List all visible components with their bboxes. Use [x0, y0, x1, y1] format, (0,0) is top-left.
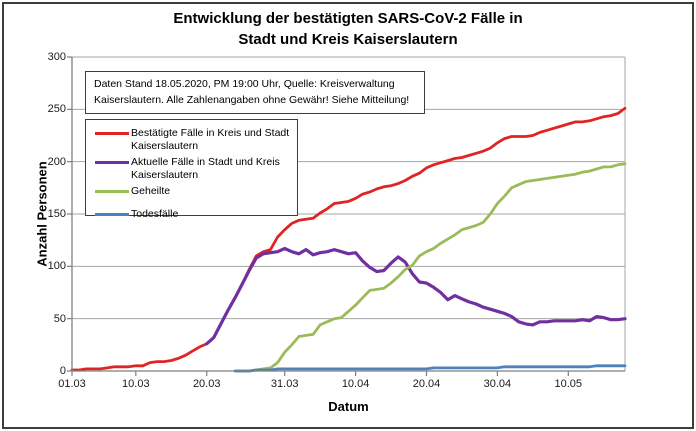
legend-label: Bestätigte Fälle in Kreis und Stadt Kais…	[131, 127, 290, 152]
x-axis-title: Datum	[328, 399, 369, 414]
legend-item-todesfaelle: Todesfälle	[95, 208, 297, 221]
legend-label: Geheilte	[131, 185, 171, 198]
data-status-line2: Kaiserslautern. Alle Zahlenangaben ohne …	[94, 94, 410, 107]
y-tick-label: 250	[47, 103, 66, 116]
x-tick-label: 10.04	[341, 378, 370, 390]
plot-area	[67, 56, 627, 376]
legend-line-swatch-red	[95, 132, 129, 135]
series-line-1	[205, 246, 627, 346]
legend-item-bestaetigte-faelle: Bestätigte Fälle in Kreis und Stadt Kais…	[95, 127, 297, 152]
data-status-textbox: Daten Stand 18.05.2020, PM 19:00 Uhr, Qu…	[85, 71, 425, 114]
series-line-0	[70, 106, 627, 372]
y-tick-label: 0	[59, 365, 66, 377]
y-tick-label: 150	[47, 208, 66, 220]
x-tick-label: 31.03	[270, 378, 299, 390]
x-tick-label: 30.04	[483, 378, 512, 390]
legend-item-geheilte: Geheilte	[95, 185, 297, 198]
y-tick-label: 100	[47, 260, 66, 273]
legend-line-swatch-blue	[95, 212, 129, 216]
x-tick-label: 10.03	[122, 378, 150, 390]
data-status-line1: Daten Stand 18.05.2020, PM 19:00 Uhr, Qu…	[94, 78, 395, 90]
legend-label: Todesfälle	[131, 207, 179, 220]
legend-label: Aktuelle Fälle in Stadt und Kreis Kaiser…	[131, 156, 280, 181]
chart-title: Entwicklung der bestätigten SARS-CoV-2 F…	[0, 8, 696, 50]
x-tick-label: 01.03	[58, 378, 86, 390]
x-tick-label: 10.05	[554, 378, 583, 390]
plot-svg	[67, 56, 627, 376]
legend: Bestätigte Fälle in Kreis und Stadt Kais…	[85, 119, 298, 220]
legend-line-swatch-green	[95, 190, 129, 194]
legend-line-swatch-purple	[95, 161, 129, 165]
x-tick-label: 20.03	[192, 378, 221, 390]
chart-title-line1: Entwicklung der bestätigten SARS-CoV-2 F…	[173, 10, 523, 27]
y-tick-label: 300	[47, 51, 66, 63]
y-tick-label: 50	[53, 312, 66, 325]
y-tick-label: 200	[47, 155, 66, 168]
chart-title-line2: Stadt und Kreis Kaiserslautern	[238, 31, 458, 48]
series-line-2	[233, 162, 627, 373]
series-line-3	[233, 364, 627, 373]
x-tick-label: 20.04	[412, 378, 441, 390]
legend-item-aktuelle-faelle: Aktuelle Fälle in Stadt und Kreis Kaiser…	[95, 156, 297, 181]
